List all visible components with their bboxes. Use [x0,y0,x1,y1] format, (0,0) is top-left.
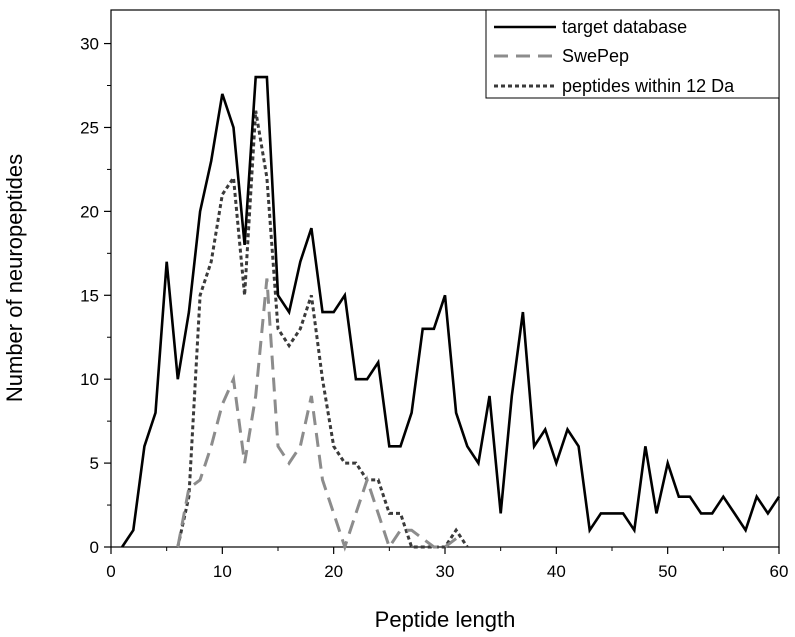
x-tick-label: 20 [324,562,343,581]
series-group [121,75,781,552]
x-tick-label: 60 [770,562,789,581]
x-tick-label: 0 [106,562,115,581]
x-tick-label: 50 [658,562,677,581]
y-axis-title: Number of neuropeptides [2,154,27,402]
y-tick-label: 10 [80,370,99,389]
legend-label-swepep: SwePep [562,46,629,66]
legend: target database SwePep peptides within 1… [485,9,780,99]
y-tick-label: 25 [80,118,99,137]
axis-ticks: 0 10 20 30 40 50 60 0 5 10 15 20 25 30 [80,35,788,581]
y-tick-label: 20 [80,202,99,221]
series-line-peptides-within-12-da [176,110,469,549]
y-tick-label: 0 [90,538,99,557]
y-tick-label: 5 [90,454,99,473]
x-tick-label: 30 [436,562,455,581]
x-tick-label: 10 [213,562,232,581]
series-line-target-database [121,75,781,548]
x-tick-label: 40 [547,562,566,581]
x-axis-title: Peptide length [375,607,516,632]
y-tick-label: 15 [80,286,99,305]
legend-label-target-database: target database [562,17,687,37]
series-line-swepep [176,278,458,552]
legend-box [485,9,780,99]
y-tick-label: 30 [80,35,99,54]
legend-label-peptides-within-12-da: peptides within 12 Da [562,76,735,96]
